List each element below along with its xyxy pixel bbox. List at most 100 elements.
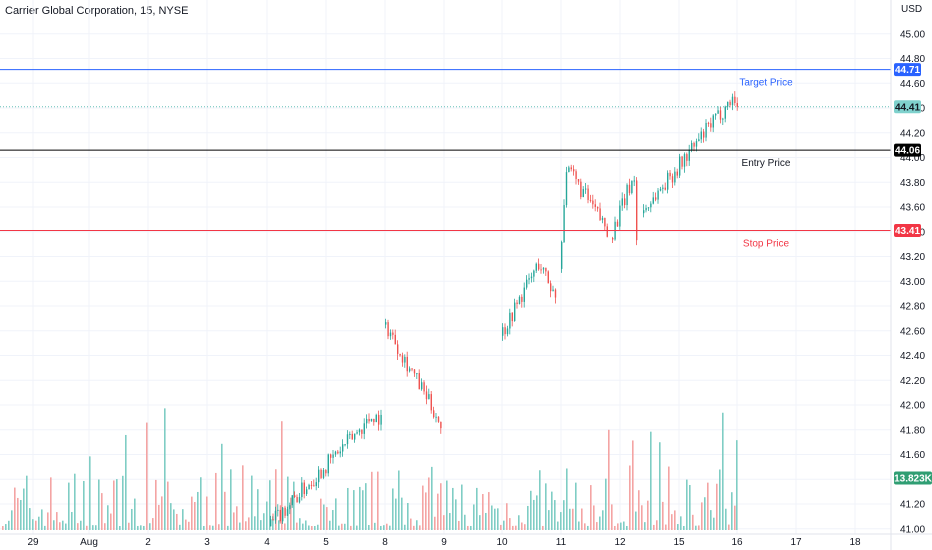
volume-bar xyxy=(575,482,577,530)
candle xyxy=(437,416,440,422)
volume-bar xyxy=(458,520,460,530)
candle xyxy=(540,269,542,271)
candle xyxy=(332,454,334,458)
candle xyxy=(606,226,608,237)
candle xyxy=(636,180,638,241)
candle xyxy=(310,484,313,486)
volume-bar xyxy=(431,466,433,530)
volume-bar xyxy=(308,525,310,530)
volume-bar xyxy=(134,498,136,530)
volume-bar xyxy=(98,479,100,530)
volume-bar xyxy=(179,524,181,530)
volume-bar xyxy=(512,525,514,530)
price-tick-label: 41.20 xyxy=(900,500,925,511)
candle xyxy=(582,189,584,198)
candle xyxy=(526,279,528,288)
price-axis[interactable] xyxy=(891,0,932,550)
volume-bar xyxy=(77,523,79,530)
volume-bar xyxy=(503,520,505,530)
candle xyxy=(279,509,281,522)
candle xyxy=(688,150,690,161)
volume-bar xyxy=(191,496,193,530)
volume-bar xyxy=(8,520,10,530)
volume-bar xyxy=(104,523,106,530)
volume-bar xyxy=(713,517,715,530)
volume-bar xyxy=(572,508,574,530)
volume-bar xyxy=(404,524,406,530)
volume-bar xyxy=(566,468,568,530)
volume-bar xyxy=(611,504,613,530)
candle xyxy=(647,207,650,209)
candle xyxy=(717,110,719,114)
volume-bar xyxy=(416,520,418,530)
volume-bar xyxy=(506,503,508,530)
volume-bar xyxy=(26,475,28,530)
time-tick-label: 11 xyxy=(556,537,567,548)
candle xyxy=(624,198,626,206)
candle xyxy=(313,485,315,487)
volume-bar xyxy=(296,522,298,530)
volume-bar xyxy=(86,525,88,530)
candle xyxy=(616,221,619,227)
volume-bar xyxy=(383,525,385,530)
volume-bar xyxy=(593,505,595,530)
volume-bar xyxy=(482,494,484,530)
candle xyxy=(339,451,341,454)
candle xyxy=(523,287,525,302)
volume-bar xyxy=(266,501,268,530)
candle xyxy=(356,432,358,434)
volume-bar xyxy=(635,511,637,530)
candle xyxy=(691,142,693,151)
volume-bar xyxy=(281,421,283,530)
volume-bar xyxy=(41,509,43,530)
volume-bar xyxy=(230,469,232,530)
target-price-tag: 44.71 xyxy=(895,65,920,76)
volume-bar xyxy=(329,520,331,530)
volume-bar xyxy=(263,513,265,530)
price-tick-label: 44.60 xyxy=(900,79,925,90)
volume-bar xyxy=(608,429,610,530)
volume-bar xyxy=(164,408,166,530)
volume-bar xyxy=(125,434,127,530)
volume-bar xyxy=(698,525,700,530)
volume-bar xyxy=(359,486,361,530)
volume-bar xyxy=(5,524,7,530)
volume-bar xyxy=(62,520,64,530)
volume-bar xyxy=(221,443,223,530)
volume-bar xyxy=(539,470,541,530)
volume-bar xyxy=(716,483,718,530)
candle xyxy=(528,278,530,280)
volume-bar xyxy=(656,520,658,530)
candle xyxy=(547,271,549,284)
volume-bar xyxy=(614,525,616,530)
volume-bar xyxy=(11,510,13,530)
volume-bar xyxy=(479,515,481,530)
volume-bar xyxy=(212,525,214,530)
volume-bar xyxy=(56,512,58,530)
volume-bar xyxy=(155,479,157,530)
candle xyxy=(563,205,565,243)
volume-bar xyxy=(452,487,454,530)
volume-bar xyxy=(371,471,373,530)
candle xyxy=(715,113,717,116)
volume-bar xyxy=(239,522,241,530)
candle xyxy=(712,115,714,128)
volume-bar xyxy=(47,512,49,530)
candle xyxy=(342,444,344,452)
volume-bar xyxy=(71,511,73,530)
volume-bar xyxy=(701,502,703,530)
candle xyxy=(416,373,418,375)
candle xyxy=(289,505,291,510)
candle xyxy=(662,187,664,189)
price-tick-label: 42.60 xyxy=(900,326,925,337)
volume-bar xyxy=(17,497,19,530)
volume-bar xyxy=(554,500,556,530)
candle xyxy=(659,188,662,191)
volume-bar xyxy=(674,510,676,530)
price-tick-label: 42.80 xyxy=(900,302,925,313)
candle xyxy=(378,414,380,425)
candle xyxy=(652,197,654,204)
volume-bar xyxy=(461,484,463,530)
candle xyxy=(580,181,582,198)
